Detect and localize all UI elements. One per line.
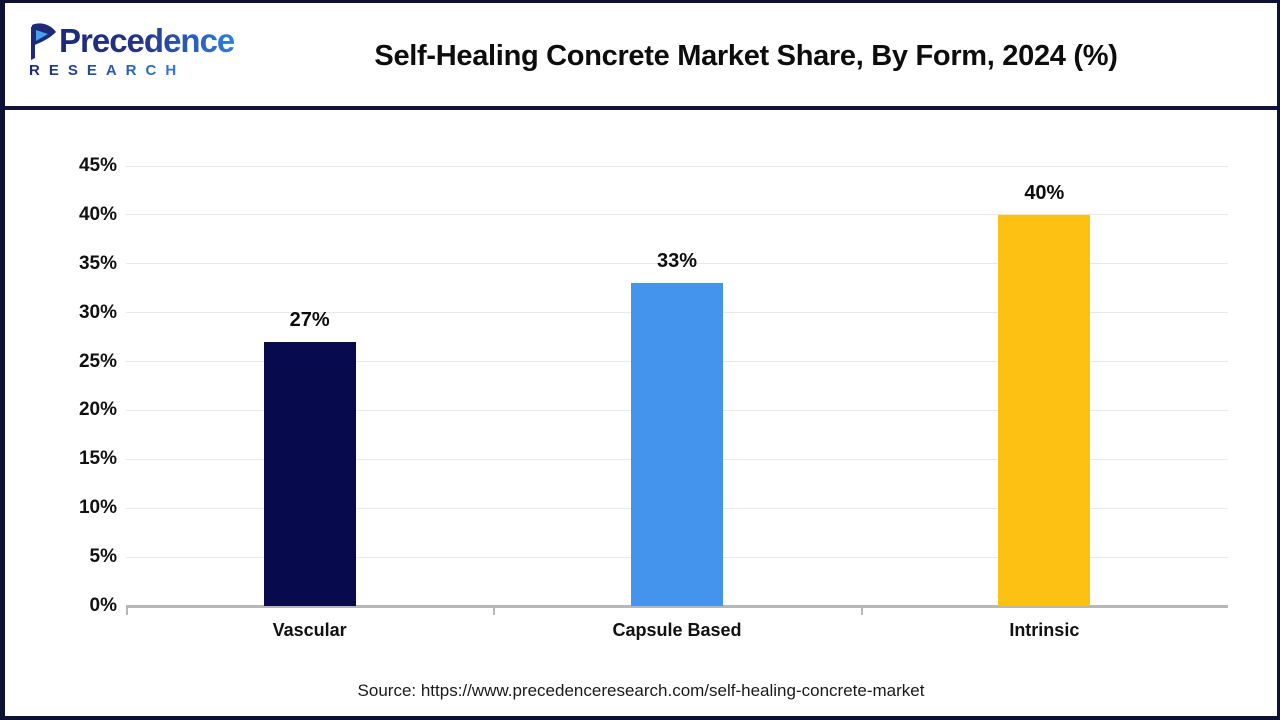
brand-logo: Precedence RESEARCH xyxy=(27,21,235,79)
bar-intrinsic xyxy=(998,214,1091,606)
category-label-capsule-based: Capsule Based xyxy=(612,620,742,640)
x-axis-tick xyxy=(860,606,863,615)
x-axis-tick xyxy=(126,606,128,615)
source-text: Source: https://www.precedenceresearch.c… xyxy=(357,681,925,700)
category-label-vascular: Vascular xyxy=(272,620,347,640)
x-axis-tick xyxy=(493,606,496,615)
y-axis-tick-label: 5% xyxy=(89,546,117,568)
bar-chart-plot-area: 0% 5% 10% 15% 20% 25% 30% 35% 40% 45% 27% Vascular 3… xyxy=(79,155,1228,666)
x-axis-line xyxy=(126,605,1228,608)
y-axis-tick-label: 10% xyxy=(78,497,117,519)
header-divider xyxy=(5,106,1277,110)
category-label-intrinsic: Intrinsic xyxy=(1009,620,1080,640)
gridline-40% xyxy=(126,214,1228,216)
gridline-35% xyxy=(126,263,1228,265)
chart-title: Self-Healing Concrete Market Share, By F… xyxy=(374,40,1118,72)
brand-subtitle: RESEARCH xyxy=(29,62,186,79)
y-axis-tick-label: 40% xyxy=(78,203,117,225)
gridline-45% xyxy=(126,165,1228,167)
y-axis-tick-label: 35% xyxy=(78,252,117,274)
y-axis-tick-label: 0% xyxy=(89,595,117,616)
bar-value-label-intrinsic: 40% xyxy=(1024,181,1065,204)
bar-vascular xyxy=(263,342,356,606)
y-axis-tick-label: 20% xyxy=(78,399,117,421)
precedence-sail-icon xyxy=(31,23,56,60)
bar-value-label-capsule-based: 33% xyxy=(656,250,698,273)
bar-capsule-based xyxy=(631,283,723,606)
brand-name: Precedence xyxy=(59,22,235,59)
y-axis-tick-label: 25% xyxy=(78,350,117,372)
header: Precedence RESEARCH Self-Healing Concret… xyxy=(5,3,1277,106)
bar-value-label-vascular: 27% xyxy=(289,309,330,331)
y-axis-tick-label: 15% xyxy=(78,448,117,470)
y-axis-tick-label: 45% xyxy=(78,155,117,176)
y-axis-tick-label: 30% xyxy=(78,301,117,323)
